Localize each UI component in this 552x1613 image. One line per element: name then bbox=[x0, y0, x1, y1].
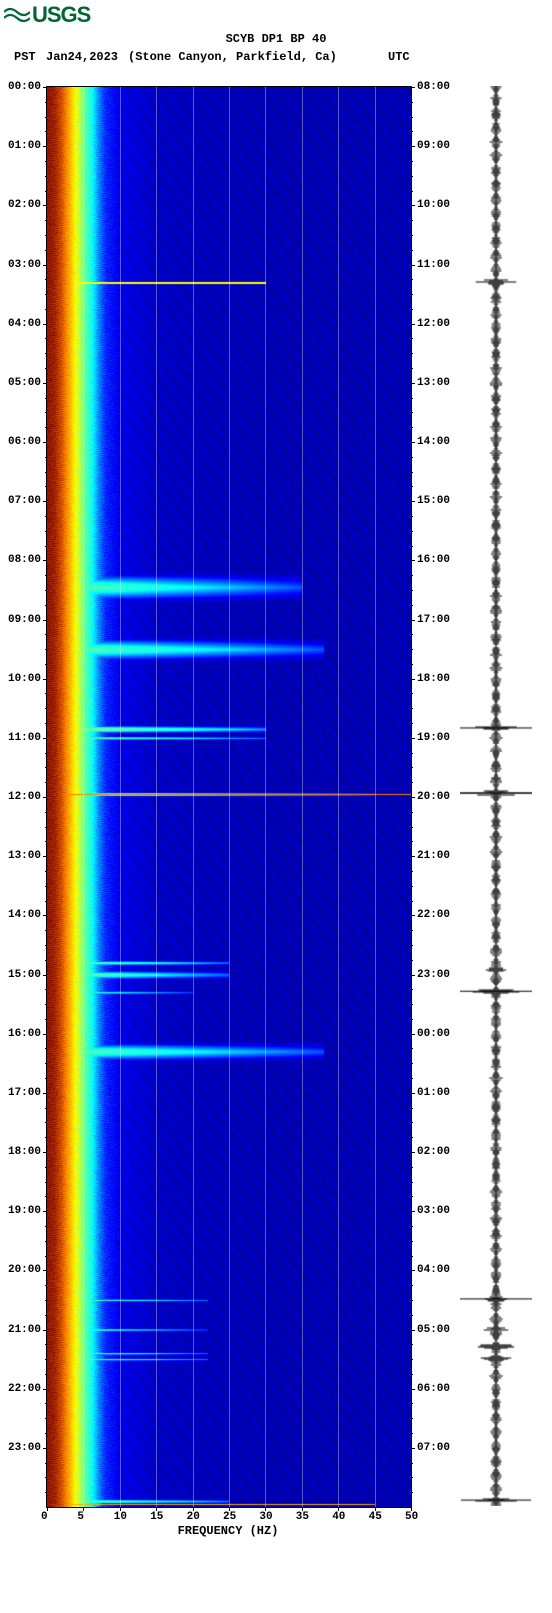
grid-line bbox=[83, 87, 84, 1507]
y-tick-left: 05:00 bbox=[8, 377, 41, 389]
grid-line bbox=[375, 87, 376, 1507]
spectrogram-plot: 00:0008:0001:0009:0002:0010:0003:0011:00… bbox=[46, 86, 412, 1508]
x-tick: 0 bbox=[41, 1511, 48, 1523]
grid-line bbox=[193, 87, 194, 1507]
y-tick-left: 01:00 bbox=[8, 140, 41, 152]
y-tick-right: 20:00 bbox=[417, 791, 450, 803]
seismogram-canvas bbox=[460, 86, 532, 1506]
location-label: (Stone Canyon, Parkfield, Ca) bbox=[128, 50, 337, 64]
seismogram-strip bbox=[460, 86, 532, 1506]
x-tick: 50 bbox=[405, 1511, 418, 1523]
y-tick-left: 11:00 bbox=[8, 732, 41, 744]
y-tick-right: 04:00 bbox=[417, 1264, 450, 1276]
y-tick-left: 07:00 bbox=[8, 495, 41, 507]
grid-line bbox=[156, 87, 157, 1507]
y-tick-left: 14:00 bbox=[8, 909, 41, 921]
y-tick-left: 03:00 bbox=[8, 259, 41, 271]
x-tick: 40 bbox=[332, 1511, 345, 1523]
y-tick-left: 17:00 bbox=[8, 1087, 41, 1099]
y-tick-right: 18:00 bbox=[417, 673, 450, 685]
x-tick: 30 bbox=[259, 1511, 272, 1523]
usgs-logo: USGS bbox=[4, 2, 90, 28]
y-tick-right: 03:00 bbox=[417, 1205, 450, 1217]
y-tick-right: 09:00 bbox=[417, 140, 450, 152]
y-tick-left: 13:00 bbox=[8, 850, 41, 862]
y-tick-left: 04:00 bbox=[8, 318, 41, 330]
y-tick-right: 06:00 bbox=[417, 1383, 450, 1395]
y-tick-right: 05:00 bbox=[417, 1324, 450, 1336]
y-tick-right: 19:00 bbox=[417, 732, 450, 744]
y-tick-left: 06:00 bbox=[8, 436, 41, 448]
wave-icon bbox=[4, 6, 30, 24]
grid-line bbox=[120, 87, 121, 1507]
page-root: USGS SCYB DP1 BP 40 PST Jan24,2023 (Ston… bbox=[0, 0, 552, 1613]
y-tick-right: 22:00 bbox=[417, 909, 450, 921]
x-tick: 45 bbox=[369, 1511, 382, 1523]
y-tick-left: 16:00 bbox=[8, 1028, 41, 1040]
x-tick: 15 bbox=[150, 1511, 163, 1523]
y-tick-right: 23:00 bbox=[417, 969, 450, 981]
y-tick-right: 15:00 bbox=[417, 495, 450, 507]
y-tick-left: 00:00 bbox=[8, 81, 41, 93]
y-tick-right: 08:00 bbox=[417, 81, 450, 93]
x-axis-label: FREQUENCY (HZ) bbox=[46, 1524, 410, 1538]
y-tick-left: 08:00 bbox=[8, 554, 41, 566]
logo-text: USGS bbox=[32, 2, 90, 28]
grid-line bbox=[302, 87, 303, 1507]
y-tick-right: 21:00 bbox=[417, 850, 450, 862]
y-tick-right: 10:00 bbox=[417, 199, 450, 211]
y-tick-right: 13:00 bbox=[417, 377, 450, 389]
y-tick-right: 16:00 bbox=[417, 554, 450, 566]
y-tick-left: 02:00 bbox=[8, 199, 41, 211]
y-tick-left: 18:00 bbox=[8, 1146, 41, 1158]
y-tick-left: 23:00 bbox=[8, 1442, 41, 1454]
y-tick-left: 22:00 bbox=[8, 1383, 41, 1395]
y-tick-right: 07:00 bbox=[417, 1442, 450, 1454]
y-tick-left: 19:00 bbox=[8, 1205, 41, 1217]
pst-label: PST bbox=[14, 50, 36, 64]
x-tick: 20 bbox=[187, 1511, 200, 1523]
grid-line bbox=[229, 87, 230, 1507]
y-tick-right: 01:00 bbox=[417, 1087, 450, 1099]
y-tick-right: 00:00 bbox=[417, 1028, 450, 1040]
y-tick-right: 02:00 bbox=[417, 1146, 450, 1158]
date-label: Jan24,2023 bbox=[46, 50, 118, 64]
utc-label: UTC bbox=[388, 50, 410, 64]
y-tick-left: 10:00 bbox=[8, 673, 41, 685]
y-tick-right: 12:00 bbox=[417, 318, 450, 330]
grid-line bbox=[265, 87, 266, 1507]
chart-title: SCYB DP1 BP 40 bbox=[0, 32, 552, 46]
y-tick-left: 21:00 bbox=[8, 1324, 41, 1336]
x-tick: 10 bbox=[114, 1511, 127, 1523]
x-tick: 5 bbox=[77, 1511, 84, 1523]
x-tick: 25 bbox=[223, 1511, 236, 1523]
y-tick-right: 11:00 bbox=[417, 259, 450, 271]
y-tick-right: 14:00 bbox=[417, 436, 450, 448]
y-tick-left: 15:00 bbox=[8, 969, 41, 981]
y-tick-right: 17:00 bbox=[417, 614, 450, 626]
y-tick-left: 12:00 bbox=[8, 791, 41, 803]
y-tick-left: 09:00 bbox=[8, 614, 41, 626]
grid-line bbox=[338, 87, 339, 1507]
x-tick: 35 bbox=[296, 1511, 309, 1523]
y-tick-left: 20:00 bbox=[8, 1264, 41, 1276]
